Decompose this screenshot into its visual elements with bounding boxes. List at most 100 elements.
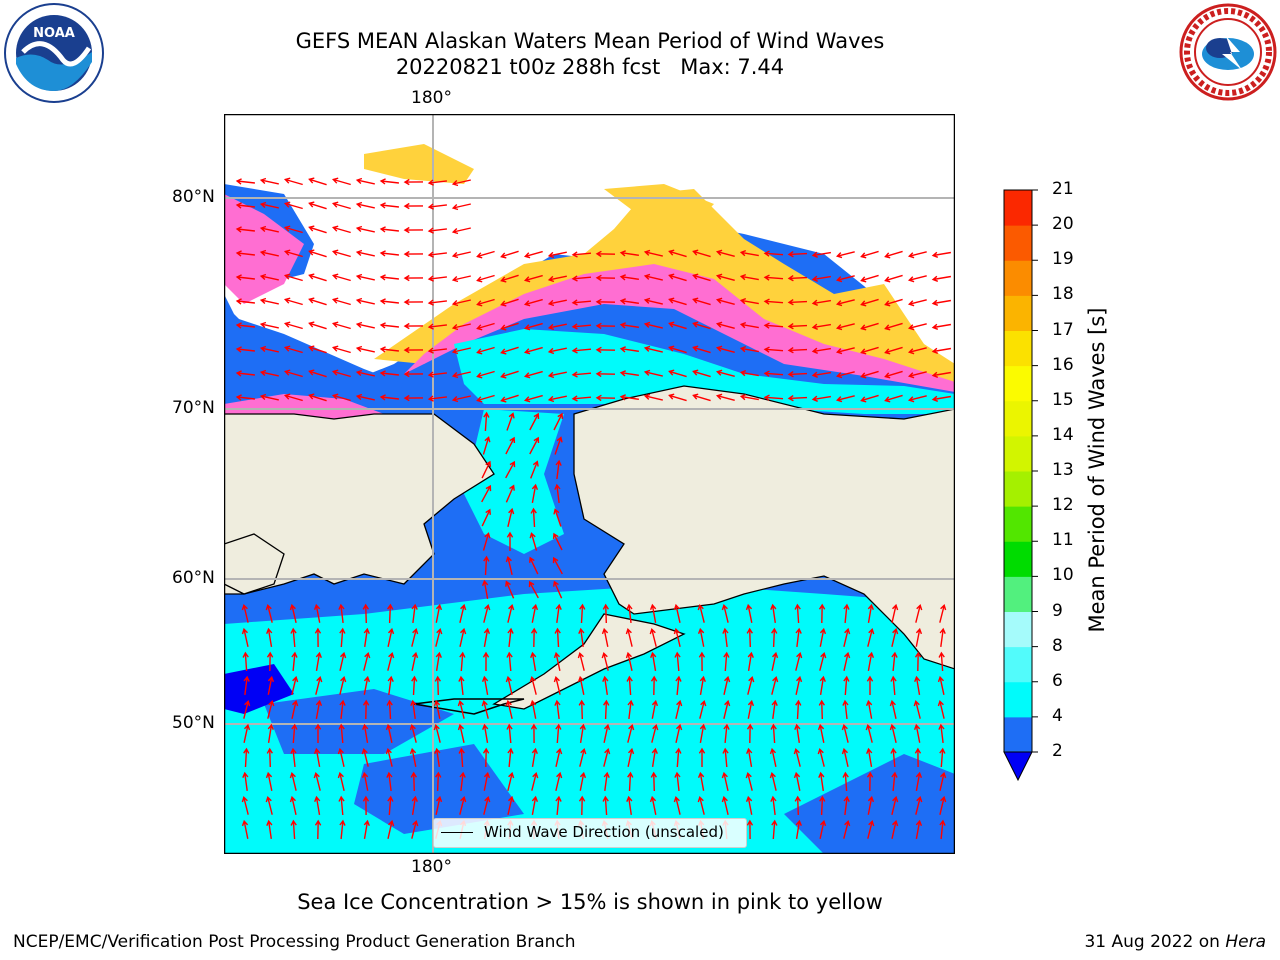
wind-arrow [507,771,515,791]
wind-arrow [265,771,273,791]
wind-arrow [931,371,952,378]
wind-arrow [931,395,952,402]
wind-arrow [283,345,303,354]
wind-arrow [771,675,779,695]
wind-arrow [931,299,952,306]
colorbar-tick-label: 9 [1052,600,1063,621]
wind-arrow [427,299,447,306]
wind-arrow [531,771,539,791]
wind-arrow [259,249,279,257]
wind-arrow [291,675,299,695]
wind-arrow [715,321,735,329]
wind-arrow [770,723,777,744]
wind-arrow [505,675,513,695]
wind-arrow [283,297,303,306]
wind-arrow [763,370,784,377]
colorbar-segment [1004,400,1032,437]
wind-arrow [506,531,514,551]
wind-arrow [552,556,563,575]
wind-arrow [481,699,489,719]
wind-arrow [697,771,705,791]
wind-arrow [649,627,657,647]
wind-arrow [843,651,851,671]
wind-arrow [884,250,903,259]
wind-arrow [699,723,707,744]
wind-arrow [745,795,753,815]
wind-arrow [554,627,561,648]
wind-arrow [577,651,585,671]
wind-arrow [578,699,585,720]
colorbar-tick-label: 8 [1052,635,1063,656]
wind-arrow [771,699,778,719]
wind-arrow [403,178,424,186]
wind-arrow [715,249,735,257]
wind-arrow [265,603,273,623]
wind-arrow [675,747,682,768]
colorbar-segment [1004,646,1032,683]
wind-arrow [643,321,663,329]
chart-subtitle: 20220821 t00z 288h fcst Max: 7.44 [395,55,785,79]
wind-arrow [387,603,394,624]
wind-arrow [339,699,346,719]
wind-arrow [819,819,827,839]
wind-arrow [860,274,879,283]
wind-arrow [811,251,832,258]
wind-arrow [379,322,399,329]
wind-arrow [739,249,759,257]
wind-arrow [483,627,491,648]
wind-arrow [675,675,682,696]
wind-arrow [860,250,879,259]
wind-arrow [386,771,393,791]
lat-label-50: 50°N [172,713,215,733]
wind-arrow [619,346,640,353]
map-panel [224,114,955,854]
wind-arrow [939,795,947,815]
wind-arrow [818,771,825,792]
wind-arrow [715,393,735,401]
wind-arrow [866,675,874,695]
wind-arrow [387,675,394,695]
wind-arrow [427,347,447,354]
wind-arrow [481,675,489,696]
wind-arrow [409,747,417,767]
wind-arrow [363,675,371,695]
wind-arrow [722,627,729,647]
land-siberia [224,413,495,595]
wind-arrow [939,771,947,791]
wind-arrow [379,250,399,257]
wind-arrow [355,393,375,401]
wind-arrow [763,322,784,329]
wind-arrow [787,347,808,354]
wind-arrow [547,323,567,331]
wind-arrow [739,393,759,401]
wind-arrow [723,651,730,672]
noaa-logo-text: NOAA [33,26,75,41]
wind-arrow [890,675,897,696]
wind-arrow [331,177,351,186]
wind-arrow [931,323,952,330]
wind-arrow [819,795,826,816]
graticule [224,114,955,854]
wind-arrow [387,651,395,671]
wind-arrow [692,321,711,330]
colorbar-segment [1004,190,1032,226]
wind-arrow [884,370,903,379]
wind-arrow [530,723,538,744]
wind-arrow [531,795,539,816]
wind-arrow [308,393,327,402]
wind-arrow [403,250,424,258]
wind-arrow [235,274,255,281]
wind-arrow [571,323,592,330]
wind-arrow [602,795,609,816]
colorbar-tick-label: 20 [1052,214,1074,235]
wind-arrow [331,225,351,234]
wind-arrow [939,627,946,647]
wind-arrow [481,484,492,503]
wind-arrow [907,275,927,283]
wind-arrow [331,321,351,330]
wind-arrow [555,459,562,479]
wind-arrow [619,394,640,401]
wind-arrow [866,747,873,768]
wind-arrow [283,249,303,258]
wind-arrow [697,627,705,647]
